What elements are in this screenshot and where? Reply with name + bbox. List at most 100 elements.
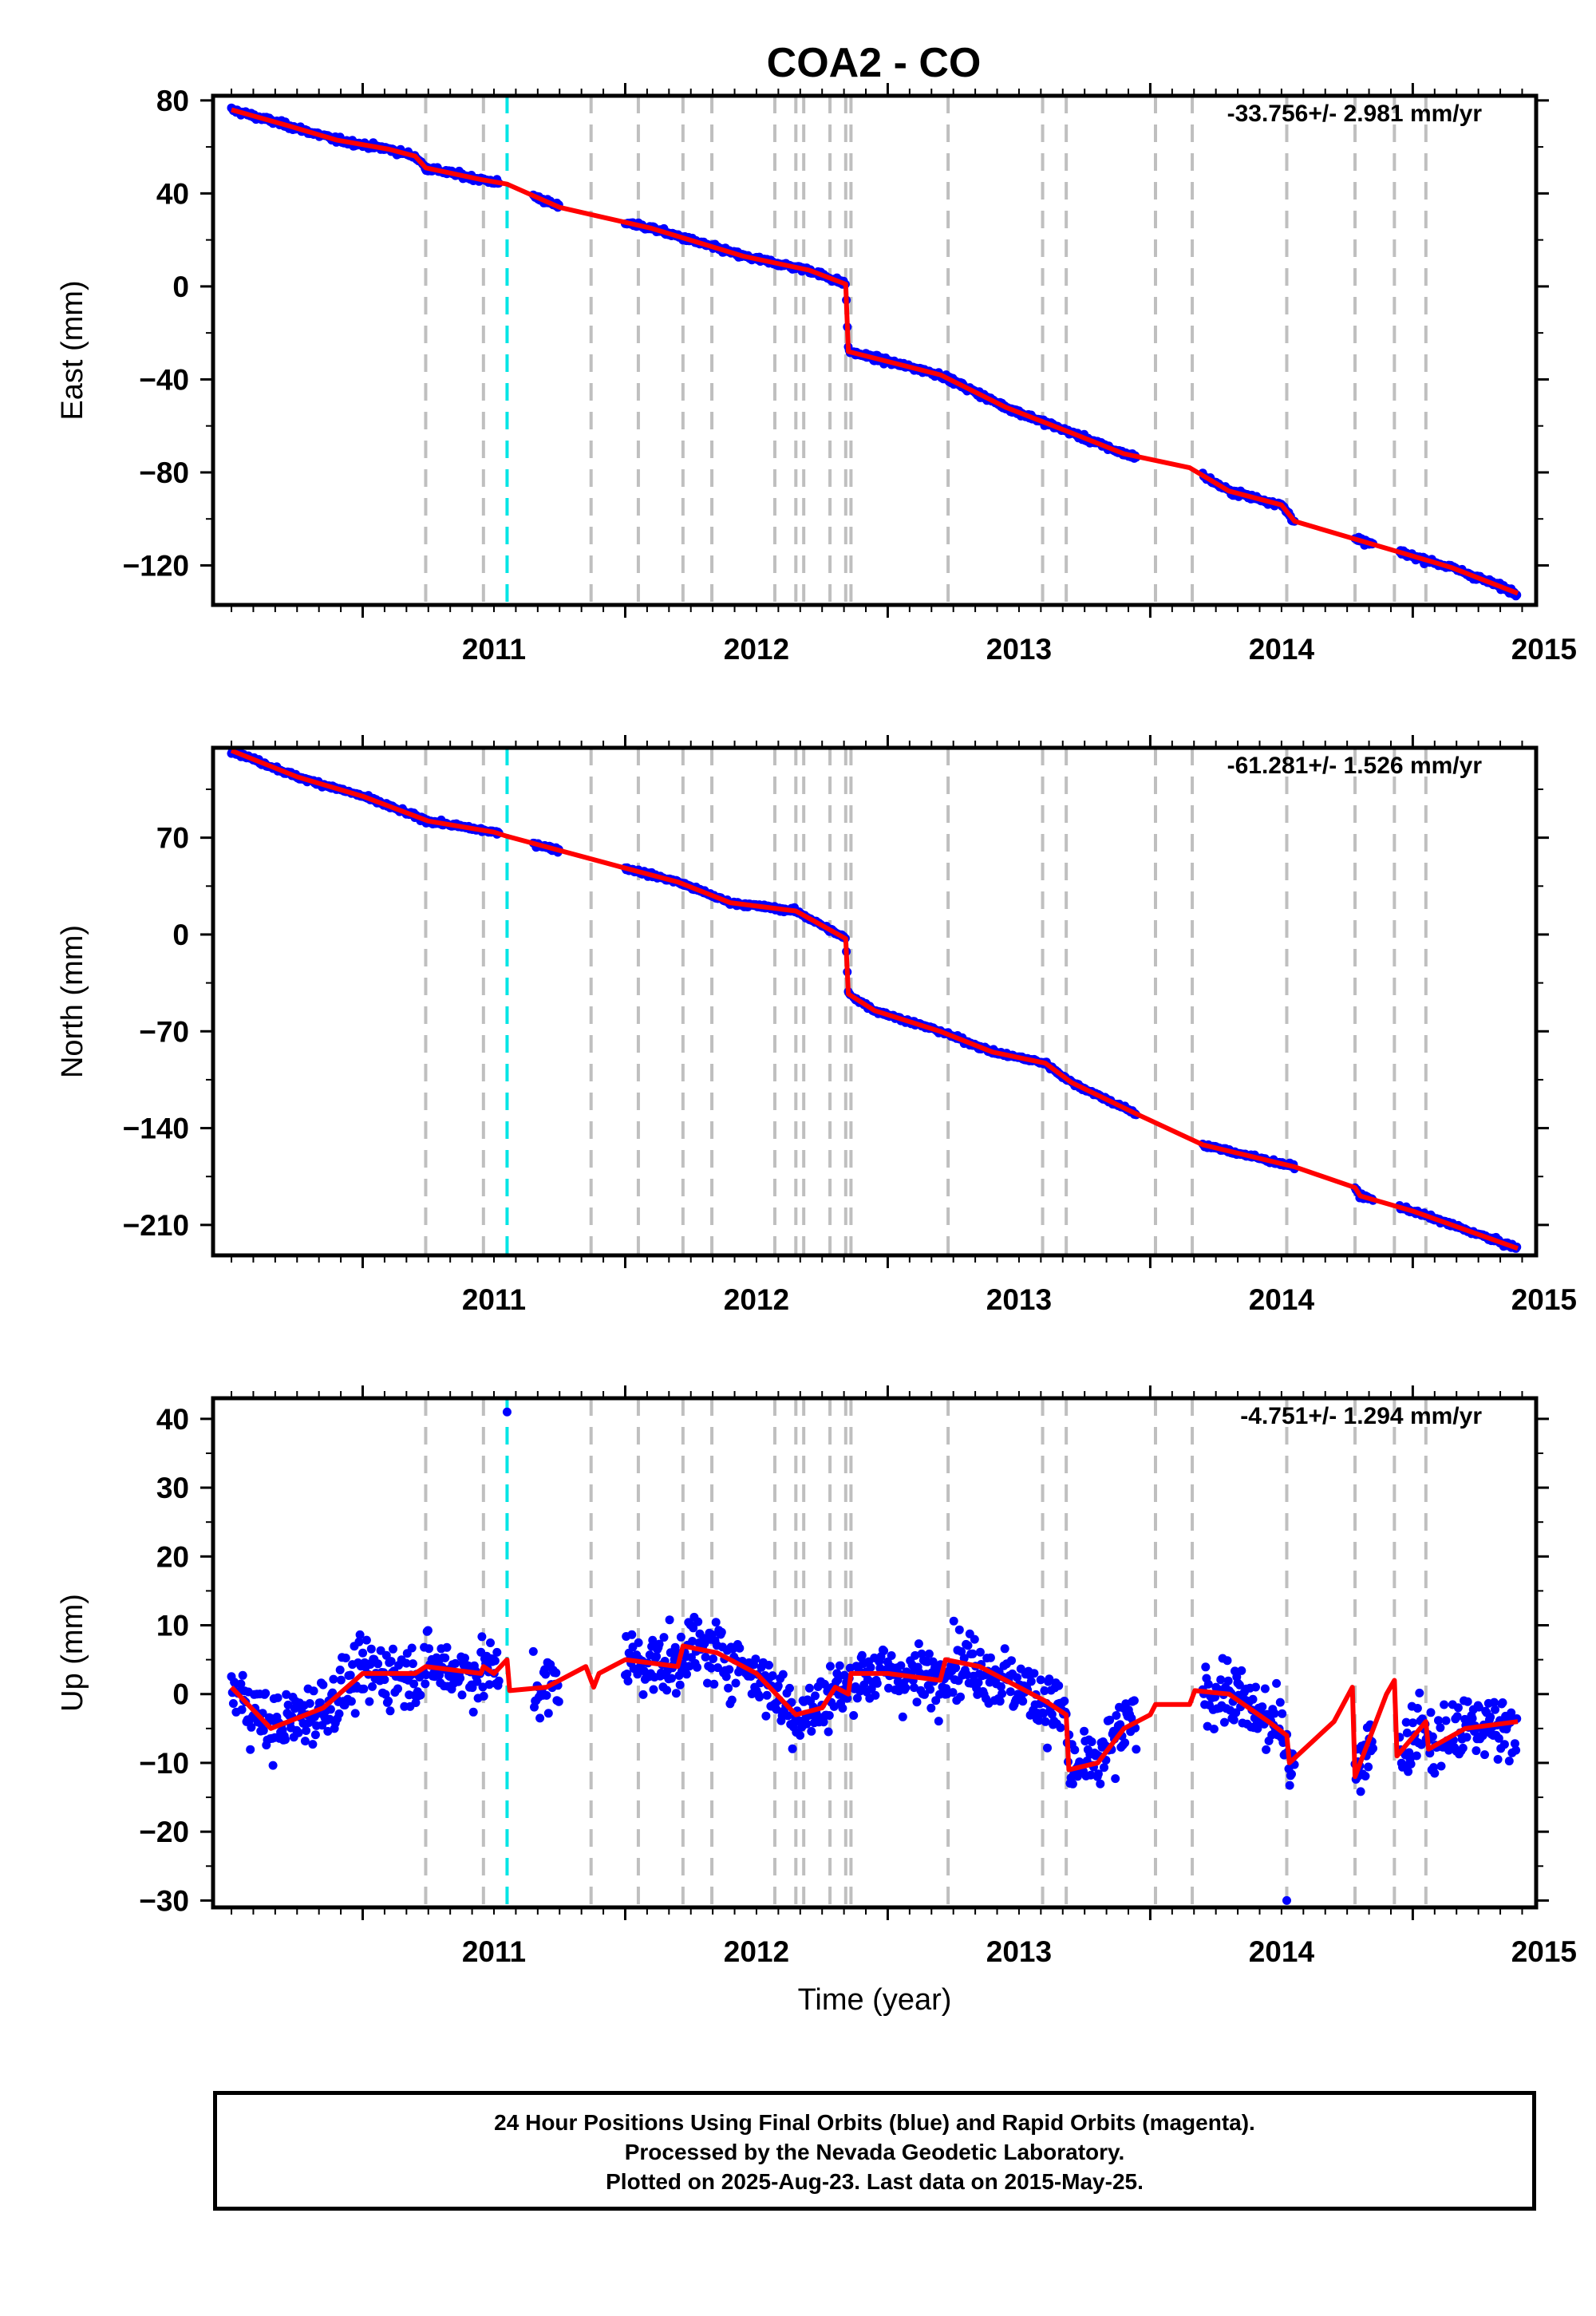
data-point [654, 1639, 664, 1649]
data-point [689, 1623, 698, 1633]
y-tick-label: −120 [123, 549, 189, 582]
y-tick-label: −20 [139, 1816, 189, 1848]
data-point [1452, 1712, 1462, 1721]
x-tick-label: 2012 [724, 1283, 789, 1316]
data-point [974, 1678, 983, 1687]
data-point [1498, 1698, 1507, 1707]
data-point [1034, 1716, 1044, 1725]
data-point [1404, 1767, 1413, 1777]
data-point [778, 1670, 788, 1679]
footer-line-3: Plotted on 2025-Aug-23. Last data on 201… [606, 2169, 1144, 2194]
data-point [329, 1674, 338, 1684]
data-point [1463, 1697, 1472, 1706]
data-point [315, 1698, 325, 1708]
data-point [773, 1682, 783, 1690]
outlier-point [1282, 1895, 1291, 1905]
data-point [675, 1680, 685, 1690]
x-tick-label: 2012 [724, 633, 789, 666]
data-point [247, 1722, 256, 1732]
data-point [1404, 1748, 1414, 1757]
data-point [1507, 1708, 1516, 1717]
data-point [634, 1638, 643, 1647]
data-point [676, 1632, 685, 1642]
data-point [551, 1668, 561, 1678]
data-point [1201, 1662, 1211, 1672]
data-point [350, 1709, 360, 1718]
data-point [346, 1697, 356, 1706]
plot-frame [211, 93, 1539, 607]
data-point [866, 1662, 875, 1672]
x-tick-label: 2015 [1511, 633, 1577, 666]
data-point [1203, 1721, 1212, 1731]
data-point [421, 1670, 431, 1680]
data-point [334, 1709, 344, 1718]
data-point [1428, 1732, 1437, 1741]
data-point [804, 1683, 814, 1693]
data-point [627, 1630, 637, 1639]
data-point [911, 1650, 920, 1660]
data-point [995, 1697, 1005, 1706]
data-point [1080, 1726, 1089, 1736]
data-point [381, 1650, 391, 1660]
x-tick-label: 2011 [462, 633, 526, 666]
data-point [323, 1726, 333, 1736]
data-point [659, 1633, 669, 1642]
data-point [408, 1659, 417, 1669]
data-point [962, 1670, 972, 1679]
x-tick-label: 2013 [986, 1935, 1052, 1968]
data-point [761, 1711, 771, 1721]
data-points [227, 1407, 1522, 1905]
data-point [366, 1644, 376, 1654]
data-point [1262, 1745, 1271, 1754]
data-point [1005, 1687, 1015, 1697]
data-point [421, 1679, 430, 1689]
data-point [468, 1707, 478, 1717]
data-point [435, 1670, 444, 1680]
data-point [1060, 1697, 1069, 1705]
data-point [1216, 1675, 1226, 1685]
data-point [472, 1677, 482, 1686]
data-point [423, 1626, 433, 1635]
data-point [912, 1697, 922, 1707]
data-point [416, 1690, 425, 1700]
y-tick-label: 40 [156, 1403, 189, 1436]
data-point [308, 1740, 318, 1749]
data-point [920, 1690, 929, 1699]
data-point [528, 1646, 538, 1656]
data-point [838, 1704, 847, 1713]
data-point [1209, 1725, 1219, 1733]
data-point [1440, 1700, 1449, 1709]
data-point [1468, 1713, 1477, 1723]
data-point [986, 1653, 995, 1662]
data-point [1086, 1770, 1096, 1780]
data-point [1278, 1709, 1287, 1718]
y-tick-label: −30 [139, 1884, 189, 1917]
y-axis-label: East (mm) [56, 280, 89, 420]
data-point [535, 1713, 545, 1723]
data-point [300, 1737, 310, 1746]
data-point [346, 1670, 355, 1680]
data-point [963, 1641, 973, 1650]
data-point [1434, 1716, 1443, 1725]
data-point [451, 1658, 460, 1668]
data-point [309, 1686, 318, 1696]
data-point [246, 1745, 255, 1754]
data-point [1486, 1713, 1495, 1721]
y-tick-label: 70 [156, 822, 189, 855]
data-point [1040, 1686, 1049, 1695]
data-point [1356, 1787, 1365, 1796]
data-point [1093, 1769, 1103, 1779]
rate-label: -61.281+/- 1.526 mm/yr [1227, 753, 1483, 779]
data-point [1045, 1674, 1054, 1684]
data-point [305, 1699, 314, 1708]
data-point [788, 1744, 797, 1753]
data-point [1203, 1679, 1213, 1689]
data-point [326, 1705, 335, 1714]
data-point [1287, 1769, 1296, 1779]
y-tick-label: −80 [139, 456, 189, 489]
data-point [1275, 1697, 1285, 1707]
data-point [934, 1717, 943, 1726]
data-point [957, 1647, 966, 1656]
data-point [1260, 1684, 1270, 1694]
data-point [954, 1625, 964, 1634]
